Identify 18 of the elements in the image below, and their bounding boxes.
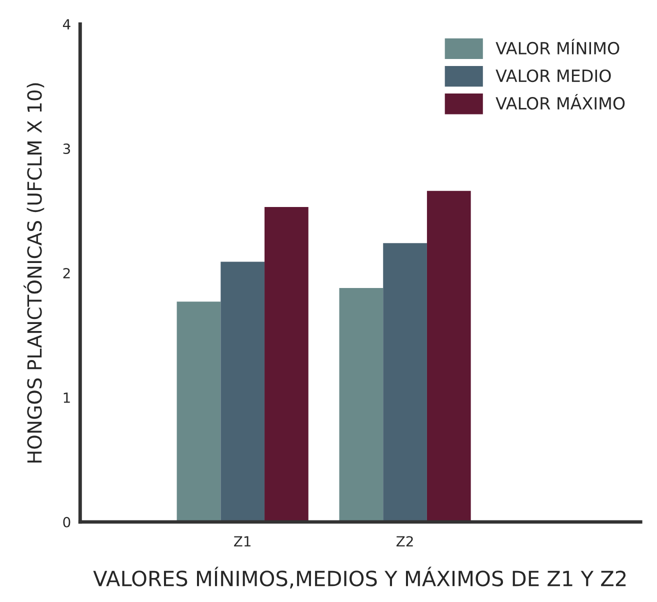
legend-label: VALOR MÍNIMO	[496, 38, 620, 54]
x-axis-title: VALORES MÍNIMOS,MEDIOS Y MÁXIMOS DE Z1 Y Z2	[93, 566, 626, 588]
bar	[220, 262, 265, 522]
legend-label: VALOR MEDIO	[496, 69, 611, 82]
y-axis-title: HONGOS PLANCTÓNICAS (UFCLM X 10)	[24, 83, 44, 463]
y-tick-label: 3	[63, 144, 70, 154]
bar	[339, 288, 384, 522]
bar	[426, 190, 471, 522]
x-tick-label: Z2	[396, 536, 413, 546]
bar	[383, 243, 427, 522]
y-tick-label: 1	[64, 392, 70, 403]
bar	[264, 207, 308, 522]
x-tick-label: Z1	[234, 536, 250, 546]
y-tick-label: 2	[63, 268, 70, 278]
y-tick-label: 0	[63, 516, 70, 528]
legend-label: VALOR MÁXIMO	[496, 94, 625, 110]
bar	[176, 302, 221, 522]
y-tick-label: 4	[62, 19, 70, 30]
